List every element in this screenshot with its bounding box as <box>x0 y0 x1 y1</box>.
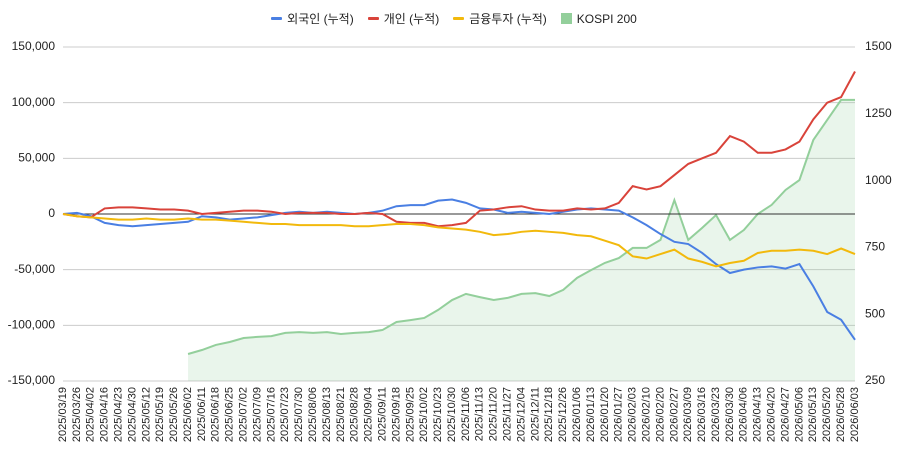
legend-item: KOSPI 200 <box>560 10 637 27</box>
series-line <box>62 71 856 228</box>
x-tick-label: 2025/06/11 <box>196 387 208 441</box>
x-tick-label: 2026/05/13 <box>807 387 819 442</box>
x-tick-label: 2025/05/19 <box>154 387 166 442</box>
x-tick-label: 2025/12/04 <box>515 387 527 442</box>
x-tick-label: 2025/05/12 <box>140 387 152 442</box>
x-tick-label: 2025/12/26 <box>557 387 569 442</box>
x-tick-label: 2026/05/28 <box>835 387 847 442</box>
y2-tick-label: 250 <box>865 373 885 387</box>
x-tick-label: 2025/12/11 <box>529 387 541 441</box>
x-tick-label: 2026/03/23 <box>710 387 722 442</box>
x-tick-label: 2025/12/18 <box>543 387 555 442</box>
y-tick-label: 150,000 <box>12 39 56 53</box>
legend-label: KOSPI 200 <box>576 11 637 26</box>
y-tick-label: -150,000 <box>8 373 56 387</box>
x-tick-label: 2025/05/26 <box>168 387 180 442</box>
x-tick-label: 2025/08/21 <box>335 387 347 442</box>
x-tick-label: 2025/03/26 <box>71 387 83 442</box>
y2-tick-label: 1250 <box>865 106 892 120</box>
x-tick-label: 2025/11/20 <box>488 387 500 441</box>
legend: 외국인 (누적) 개인 (누적) 금융투자 (누적) KOSPI 200 <box>0 10 908 27</box>
x-tick-label: 2026/03/30 <box>724 387 736 442</box>
legend-swatch <box>453 17 465 20</box>
x-tick-label: 2026/01/13 <box>585 387 597 442</box>
y-tick-label: 100,000 <box>12 95 56 109</box>
y-tick-label: -100,000 <box>8 318 56 332</box>
legend-item: 외국인 (누적) <box>271 10 354 27</box>
x-tick-label: 2026/03/16 <box>696 387 708 442</box>
x-tick-label: 2025/08/13 <box>321 387 333 442</box>
area-fill <box>188 99 856 381</box>
y2-tick-label: 1000 <box>865 173 892 187</box>
x-tick-label: 2026/06/03 <box>849 387 861 442</box>
x-tick-label: 2025/07/30 <box>293 387 305 442</box>
x-tick-label: 2025/04/02 <box>85 387 97 442</box>
x-tick-label: 2025/09/18 <box>390 387 402 442</box>
x-tick-label: 2026/04/20 <box>766 387 778 442</box>
y2-tick-label: 1500 <box>865 39 892 53</box>
x-tick-label: 2026/01/06 <box>571 387 583 442</box>
x-tick-label: 2026/05/06 <box>793 387 805 442</box>
x-tick-label: 2025/07/02 <box>238 387 250 442</box>
x-tick-label: 2025/04/23 <box>112 387 124 442</box>
x-tick-label: 2025/09/25 <box>404 387 416 442</box>
legend-label: 외국인 (누적) <box>287 12 354 26</box>
x-tick-label: 2025/09/11 <box>376 387 388 441</box>
y-tick-label: -50,000 <box>14 262 55 276</box>
x-tick-label: 2026/05/20 <box>821 387 833 442</box>
x-tick-label: 2025/11/06 <box>460 387 472 441</box>
legend-swatch <box>271 17 283 20</box>
legend-item: 개인 (누적) <box>367 10 440 27</box>
x-tick-label: 2026/01/20 <box>599 387 611 442</box>
x-tick-label: 2025/10/23 <box>432 387 444 442</box>
legend-swatch <box>560 13 572 24</box>
x-tick-label: 2025/10/30 <box>446 387 458 442</box>
x-tick-label: 2026/04/13 <box>752 387 764 442</box>
legend-label: 개인 (누적) <box>383 12 440 26</box>
x-tick-label: 2026/04/06 <box>738 387 750 442</box>
x-tick-label: 2026/02/10 <box>640 387 652 442</box>
x-tick-label: 2025/07/23 <box>279 387 291 442</box>
x-tick-label: 2025/08/06 <box>307 387 319 442</box>
x-tick-label: 2026/03/09 <box>682 387 694 442</box>
x-tick-label: 2025/03/19 <box>57 387 69 442</box>
y2-tick-label: 750 <box>865 240 885 254</box>
y2-tick-label: 500 <box>865 306 885 320</box>
x-tick-label: 2026/01/27 <box>613 387 625 442</box>
x-tick-label: 2025/08/28 <box>349 387 361 442</box>
x-tick-label: 2026/02/27 <box>668 387 680 442</box>
y-tick-label: 0 <box>48 206 55 220</box>
legend-label: 금융투자 (누적) <box>469 12 547 26</box>
x-tick-label: 2025/07/09 <box>251 387 263 442</box>
y-tick-label: 50,000 <box>18 151 55 165</box>
x-tick-label: 2025/11/13 <box>474 387 486 441</box>
x-tick-label: 2025/09/04 <box>363 387 375 442</box>
x-tick-label: 2025/04/30 <box>126 387 138 442</box>
area-line <box>187 98 855 355</box>
x-tick-label: 2025/07/16 <box>265 387 277 442</box>
series-line <box>62 213 856 268</box>
x-tick-label: 2025/06/25 <box>224 387 236 442</box>
x-tick-label: 2025/04/16 <box>99 387 111 442</box>
x-tick-label: 2025/11/27 <box>502 387 514 441</box>
x-tick-label: 2025/06/18 <box>210 387 222 442</box>
x-tick-label: 2026/02/03 <box>627 387 639 442</box>
legend-item: 금융투자 (누적) <box>453 10 547 27</box>
legend-swatch <box>367 17 379 20</box>
x-tick-label: 2026/02/20 <box>654 387 666 442</box>
x-tick-label: 2025/10/02 <box>418 387 430 442</box>
plot <box>62 71 856 381</box>
x-tick-label: 2025/06/02 <box>182 387 194 442</box>
x-tick-label: 2026/04/27 <box>779 387 791 442</box>
